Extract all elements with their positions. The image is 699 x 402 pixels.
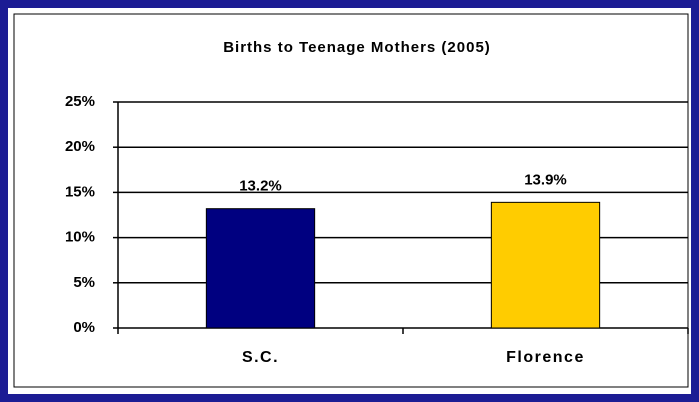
bar bbox=[490, 201, 601, 329]
y-tick-label: 20% bbox=[65, 138, 95, 155]
data-label: 13.9% bbox=[524, 171, 567, 188]
y-tick-label: 5% bbox=[73, 274, 95, 291]
y-tick-label: 10% bbox=[65, 229, 95, 246]
inner-frame bbox=[13, 13, 689, 388]
bar bbox=[205, 208, 316, 329]
y-tick-label: 25% bbox=[65, 93, 95, 110]
y-tick-label: 15% bbox=[65, 183, 95, 200]
x-tick-label: S.C. bbox=[242, 349, 279, 366]
x-tick-label: Florence bbox=[506, 349, 585, 366]
y-tick-label: 0% bbox=[73, 319, 95, 336]
data-label: 13.2% bbox=[239, 178, 282, 195]
chart-title: Births to Teenage Mothers (2005) bbox=[223, 39, 491, 56]
